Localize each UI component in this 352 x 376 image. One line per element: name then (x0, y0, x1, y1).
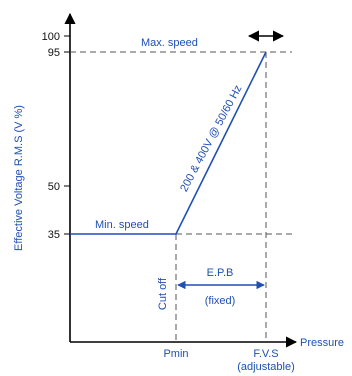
max-speed-label: Max. speed (141, 37, 198, 49)
y-tick-label-100: 100 (42, 31, 60, 43)
fvs-note: (adjustable) (237, 361, 294, 373)
y-tick-label-50: 50 (48, 181, 60, 193)
x-tick-label-pmin: Pmin (163, 348, 188, 360)
cutoff-label: Cut off (157, 277, 169, 310)
y-tick-label-95: 95 (48, 47, 60, 59)
epb-label: E.P.B (207, 267, 234, 279)
y-axis-label: Effective Voltage R.M.S (V %) (13, 105, 25, 251)
y-tick-label-35: 35 (48, 229, 60, 241)
x-axis-label: Pressure (300, 337, 344, 349)
slope-label: 200 & 400V @ 50/60 Hz (178, 83, 244, 194)
x-tick-label-fvs: F.V.S (253, 348, 278, 360)
voltage-curve (70, 51, 267, 235)
min-speed-label: Min. speed (95, 219, 149, 231)
epb-note: (fixed) (205, 295, 236, 307)
